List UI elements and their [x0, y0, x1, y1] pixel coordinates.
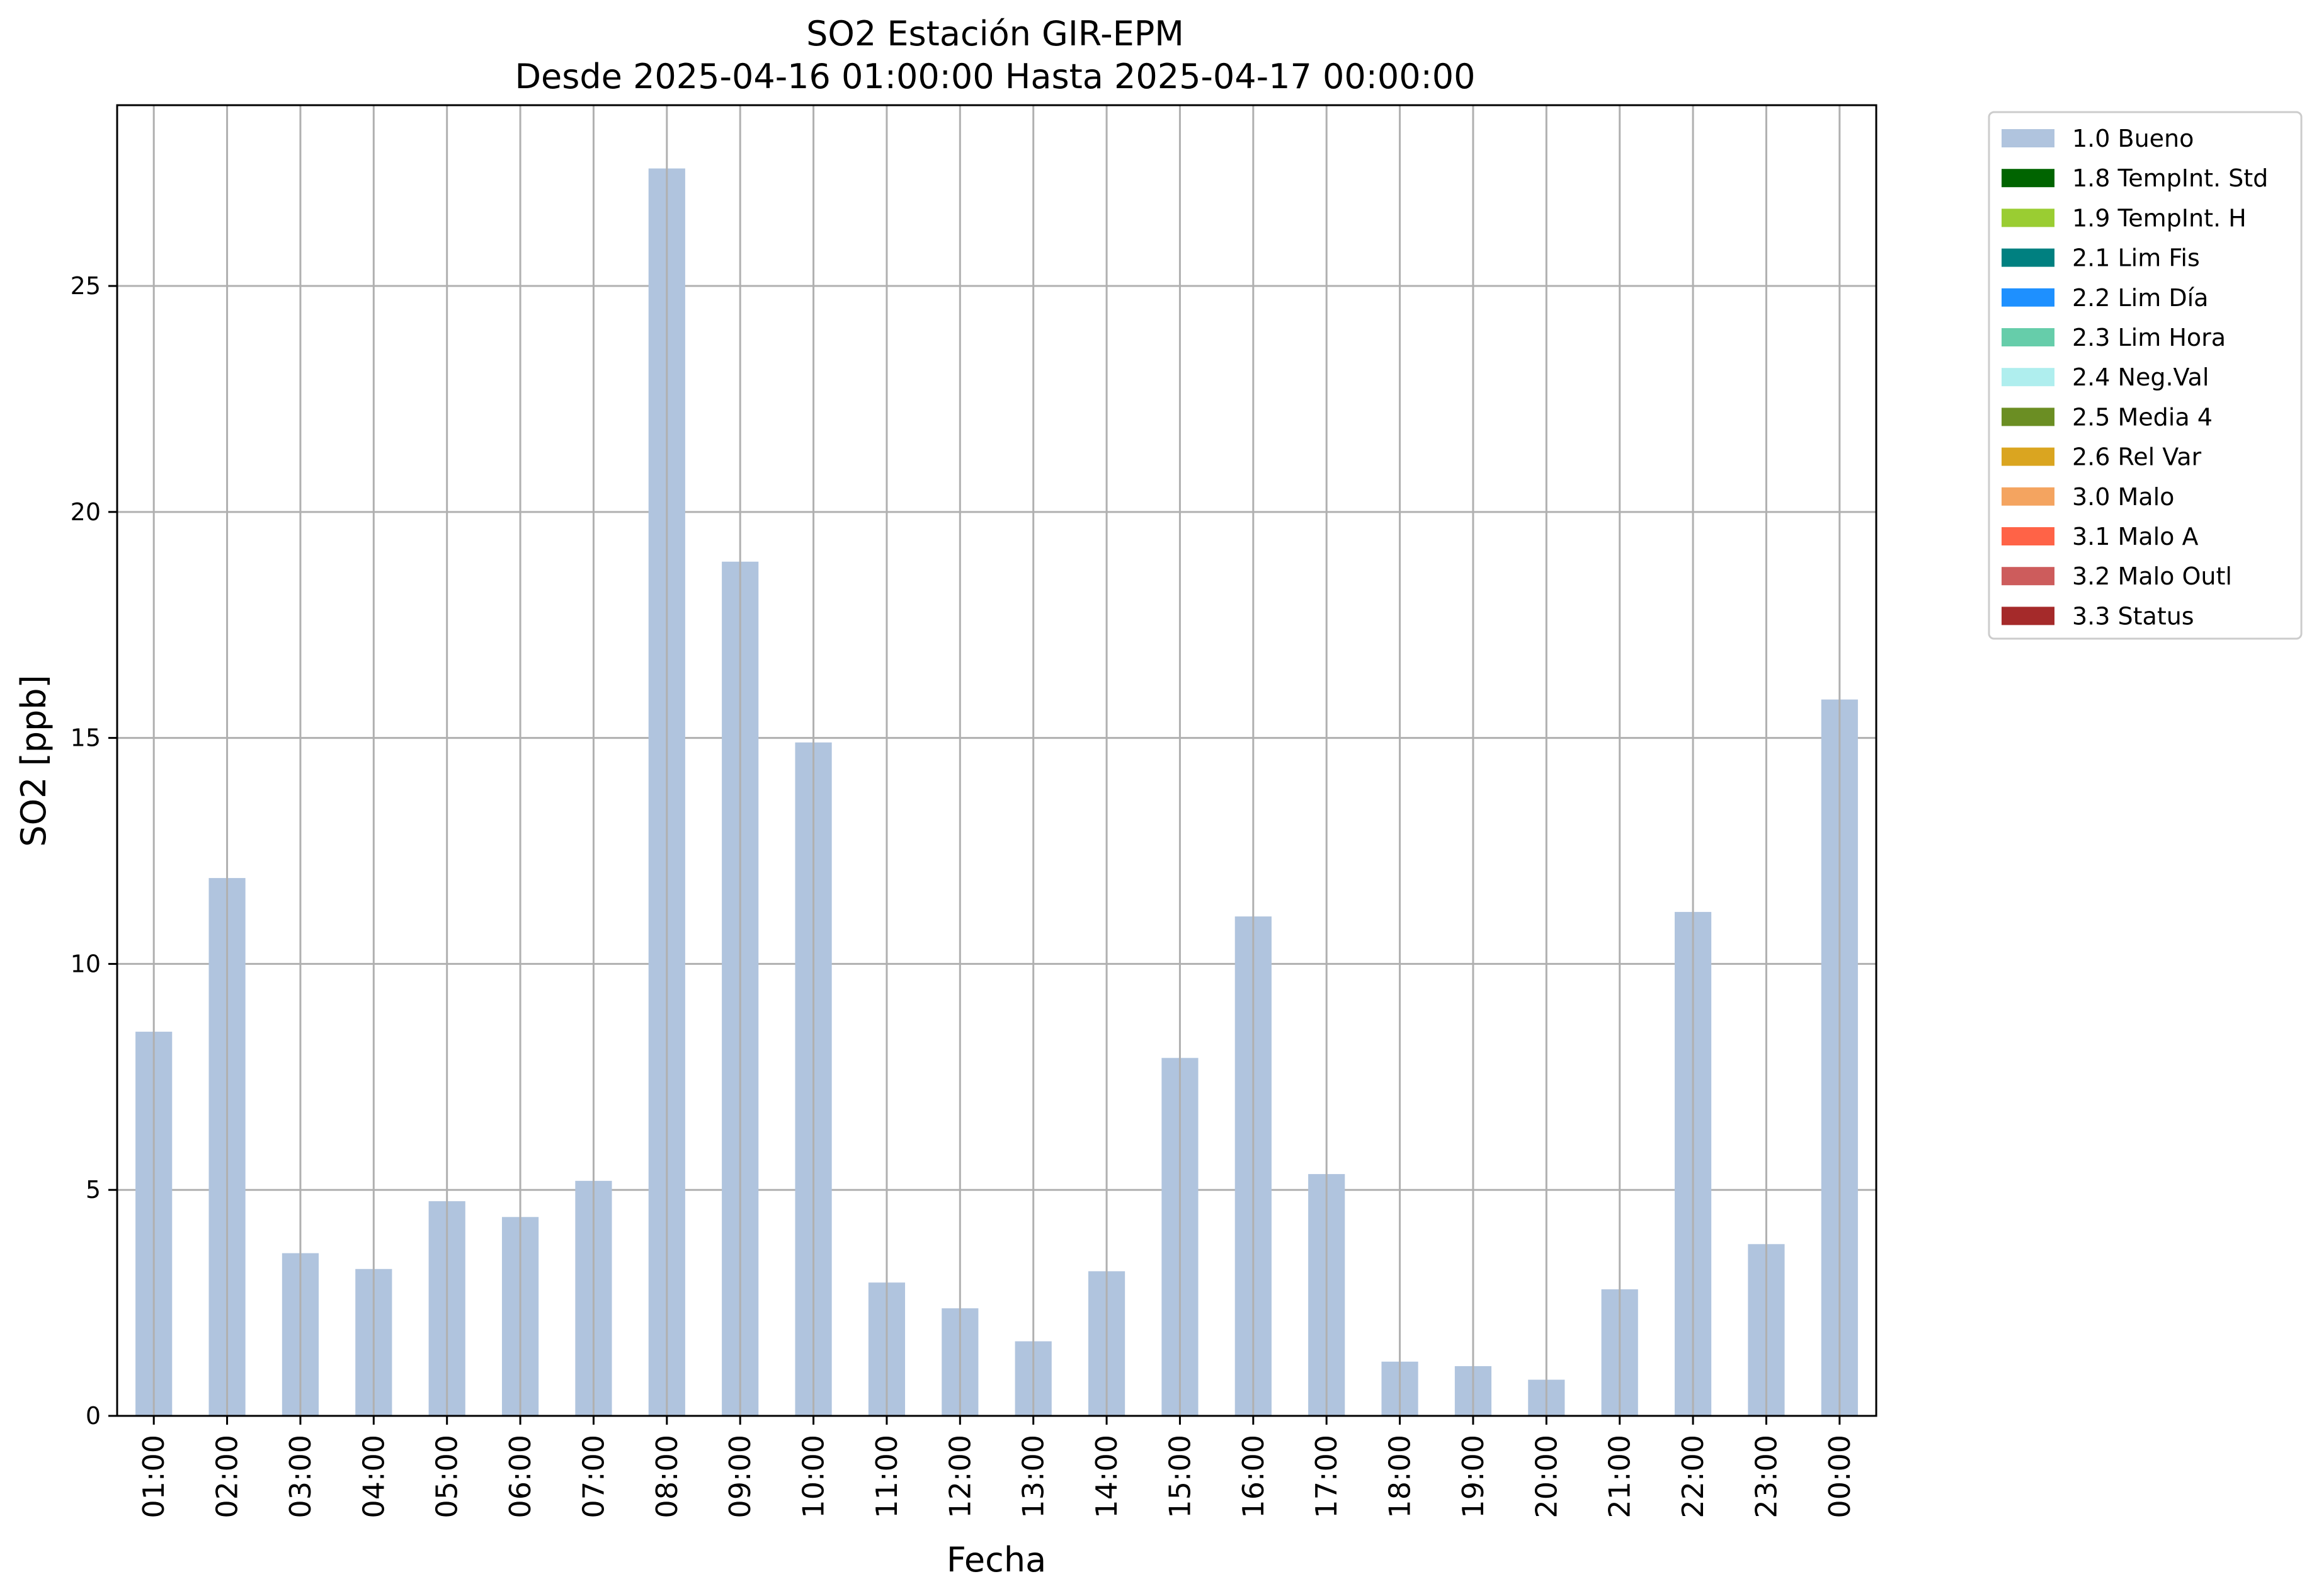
x-axis-label: Fecha: [947, 1540, 1046, 1580]
x-tick-label: 11:00: [870, 1435, 904, 1519]
x-tick-label: 05:00: [430, 1435, 464, 1519]
legend-swatch: [2002, 288, 2054, 307]
legend-label: 2.6 Rel Var: [2072, 443, 2202, 471]
legend-swatch: [2002, 328, 2054, 346]
legend-label: 3.0 Malo: [2072, 483, 2174, 511]
y-tick-label: 25: [71, 272, 101, 300]
x-tick-label: 16:00: [1236, 1435, 1270, 1519]
x-tick-label: 20:00: [1529, 1435, 1563, 1519]
legend-label: 2.3 Lim Hora: [2072, 324, 2226, 351]
grid-lines: [117, 285, 1876, 1191]
y-axis-label: SO2 [ppb]: [14, 675, 54, 846]
legend-label: 2.4 Neg.Val: [2072, 363, 2209, 391]
x-tick-label: 03:00: [283, 1435, 317, 1519]
x-tick-label: 23:00: [1749, 1435, 1783, 1519]
y-tick-label: 5: [86, 1176, 101, 1204]
x-tick-label: 18:00: [1383, 1435, 1417, 1519]
legend-swatch: [2002, 567, 2054, 586]
x-tick-label: 00:00: [1823, 1435, 1857, 1519]
y-tick-label: 0: [86, 1402, 101, 1430]
legend-swatch: [2002, 607, 2054, 625]
vertical-grid-lines: [152, 105, 1841, 1416]
x-tick-label: 01:00: [137, 1435, 171, 1519]
legend: 1.0 Bueno 1.8 TempInt. Std 1.9 TempInt. H 2…: [1988, 111, 2303, 640]
x-tick-label: 12:00: [943, 1435, 977, 1519]
x-tick-label: 15:00: [1163, 1435, 1197, 1519]
chart-title-line-1: SO2 Estación GIR-EPM: [806, 14, 1184, 54]
x-tick-label: 08:00: [650, 1435, 684, 1519]
legend-label: 3.2 Malo Outl: [2072, 562, 2232, 590]
legend-label: 2.1 Lim Fis: [2072, 244, 2200, 272]
y-tick-label: 15: [71, 724, 101, 752]
x-tick-label: 09:00: [723, 1435, 757, 1519]
x-tick-label: 13:00: [1017, 1435, 1051, 1519]
legend-label: 2.5 Media 4: [2072, 403, 2213, 431]
x-tick-label: 04:00: [356, 1435, 390, 1519]
x-tick-label: 14:00: [1090, 1435, 1124, 1519]
chart-title-line-2: Desde 2025-04-16 01:00:00 Hasta 2025-04-…: [515, 57, 1475, 96]
x-tick-label: 10:00: [797, 1435, 831, 1519]
legend-swatch: [2002, 208, 2054, 227]
bars: [135, 168, 1858, 1416]
legend-swatch: [2002, 447, 2054, 466]
legend-swatch: [2002, 368, 2054, 387]
legend-label: 1.9 TempInt. H: [2072, 204, 2247, 232]
legend-swatch: [2002, 169, 2054, 188]
legend-label: 3.3 Status: [2072, 602, 2194, 630]
legend-swatch: [2002, 408, 2054, 426]
x-tick-label: 17:00: [1309, 1435, 1343, 1519]
legend-label: 1.0 Bueno: [2072, 125, 2194, 152]
x-tick-label: 22:00: [1676, 1435, 1710, 1519]
x-axis-ticks: 01:00 02:00 03:00 04:00 05:00 06:00 07:00 08:00…: [137, 1416, 1857, 1519]
legend-label: 2.2 Lim Día: [2072, 284, 2208, 312]
x-tick-label: 07:00: [576, 1435, 610, 1519]
x-tick-label: 02:00: [210, 1435, 244, 1519]
plot-frame: [116, 104, 1877, 1417]
x-tick-label: 19:00: [1456, 1435, 1490, 1519]
legend-swatch: [2002, 487, 2054, 506]
y-tick-label: 20: [71, 498, 101, 526]
x-tick-label: 21:00: [1603, 1435, 1637, 1519]
legend-label: 3.1 Malo A: [2072, 523, 2198, 550]
legend-box: [1988, 111, 2303, 640]
legend-label: 1.8 TempInt. Std: [2072, 164, 2268, 192]
y-tick-label: 10: [71, 950, 101, 978]
x-tick-label: 06:00: [503, 1435, 537, 1519]
y-axis-ticks: 0 5 10 15 20 25: [71, 272, 117, 1430]
legend-swatch: [2002, 527, 2054, 545]
legend-swatch: [2002, 248, 2054, 267]
legend-swatch: [2002, 129, 2054, 147]
